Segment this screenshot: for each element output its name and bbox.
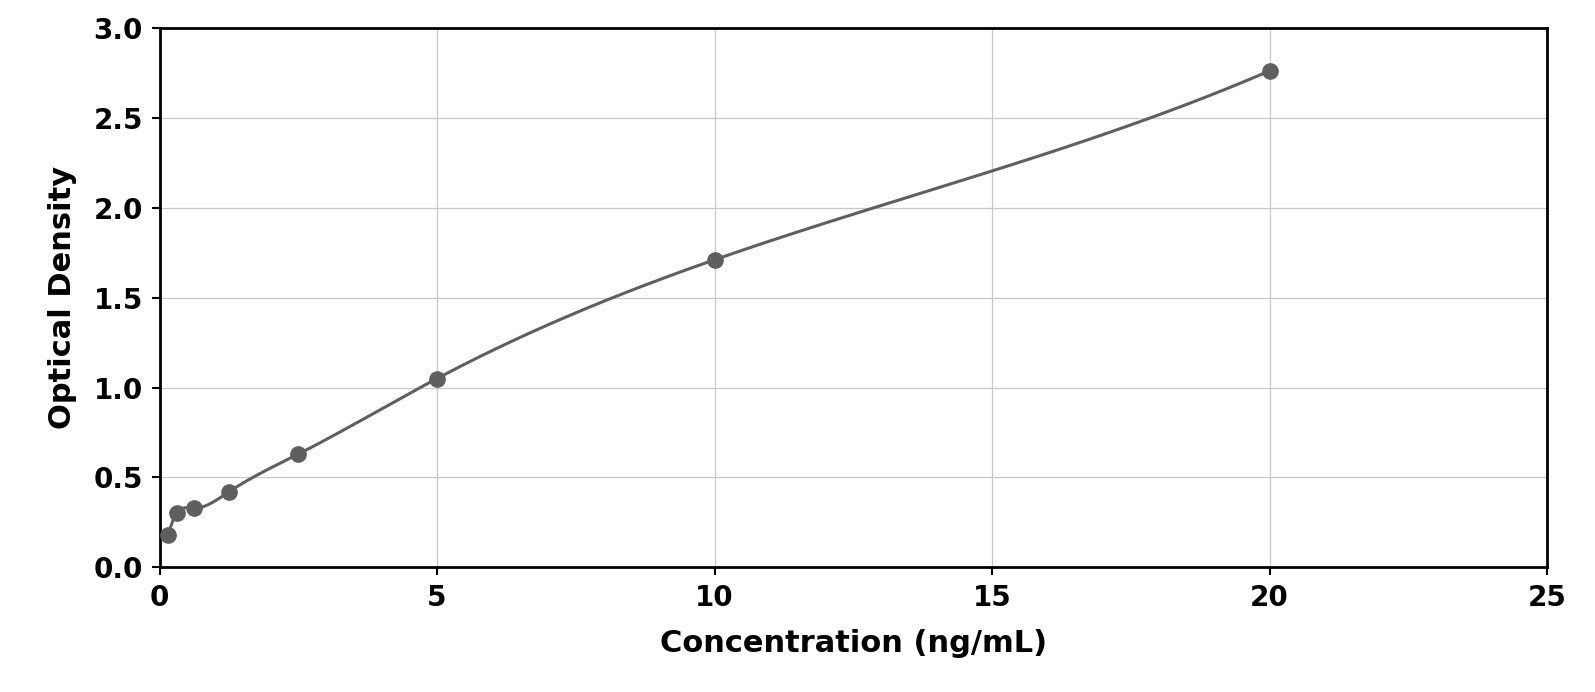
- Point: [155, 529, 180, 540]
- Point: [164, 508, 190, 519]
- Y-axis label: Optical Density: Optical Density: [48, 166, 77, 429]
- Point: [424, 373, 450, 384]
- Point: [182, 502, 207, 513]
- Point: [702, 254, 727, 265]
- Point: [1257, 65, 1282, 76]
- Point: [286, 448, 311, 459]
- Point: [217, 486, 242, 498]
- X-axis label: Concentration (ng/mL): Concentration (ng/mL): [660, 629, 1046, 658]
